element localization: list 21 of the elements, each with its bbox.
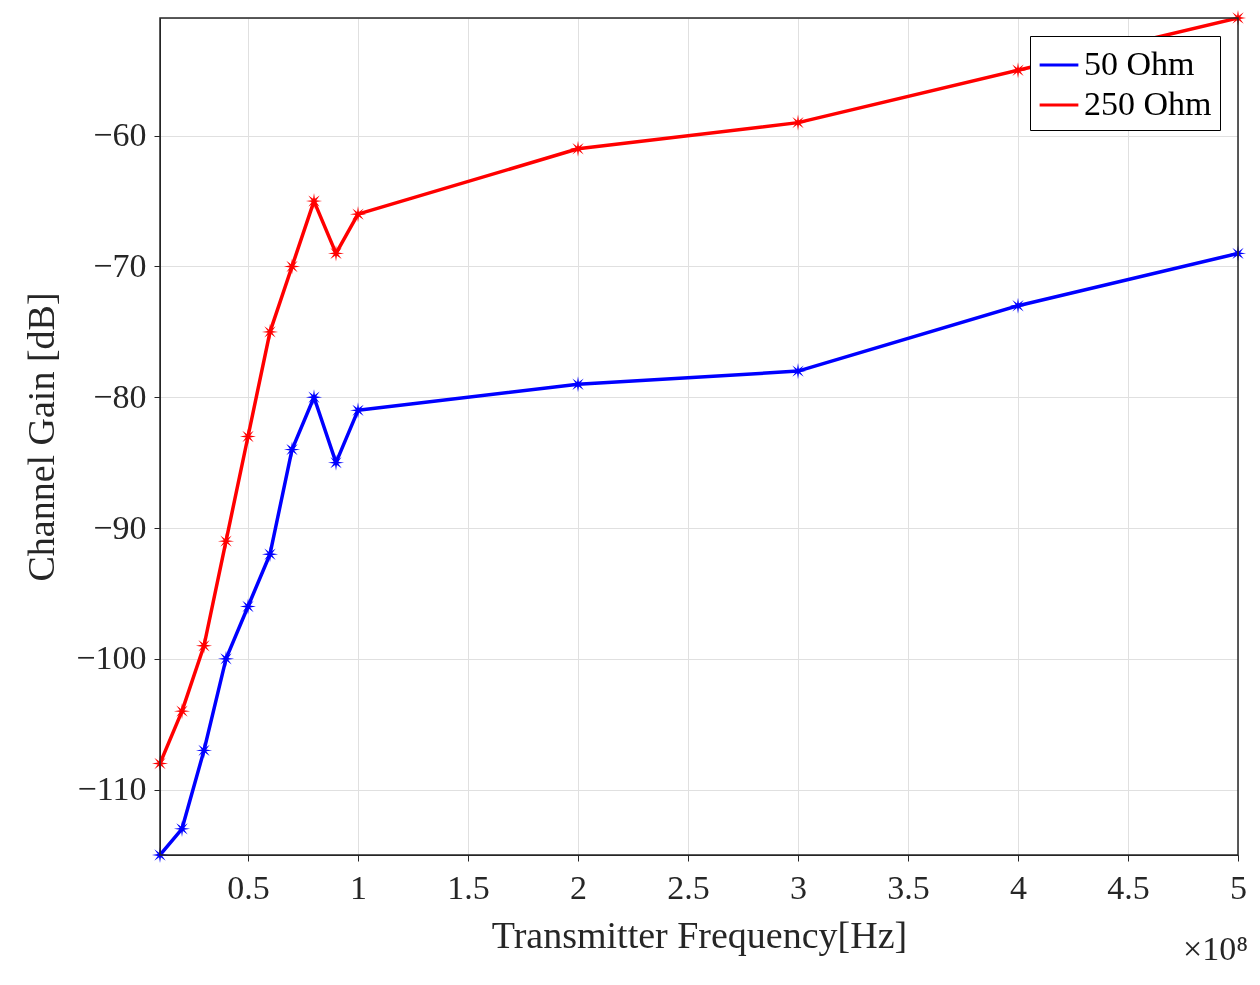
x-tick-label: 3.5: [887, 868, 930, 906]
text: ×10⁸: [1182, 930, 1248, 967]
x-tick-label: 2.5: [667, 868, 710, 906]
y-tick-label: −80: [93, 377, 147, 415]
x-tick-label: 3: [790, 868, 807, 906]
y-tick-label: −60: [93, 116, 147, 154]
x-tick-label: 1: [350, 868, 367, 906]
x-axis-title: Transmitter Frequency[Hz]: [491, 913, 908, 956]
y-tick-label: −110: [77, 770, 147, 808]
y-tick-label: −70: [93, 246, 147, 284]
x-tick-label: 2: [570, 868, 587, 906]
x-tick-label: 0.5: [227, 868, 270, 906]
x-tick-label: 4: [1010, 868, 1027, 906]
x-tick-label: 1.5: [447, 868, 490, 906]
y-tick-label: −100: [76, 639, 147, 677]
legend-label: 50 Ohm: [1084, 45, 1195, 82]
x-tick-label: 4.5: [1107, 868, 1150, 906]
x-tick-label: 5: [1230, 868, 1247, 906]
legend-label: 250 Ohm: [1084, 85, 1212, 122]
y-tick-label: −90: [93, 508, 147, 546]
y-axis-title: Channel Gain [dB]: [20, 292, 63, 582]
